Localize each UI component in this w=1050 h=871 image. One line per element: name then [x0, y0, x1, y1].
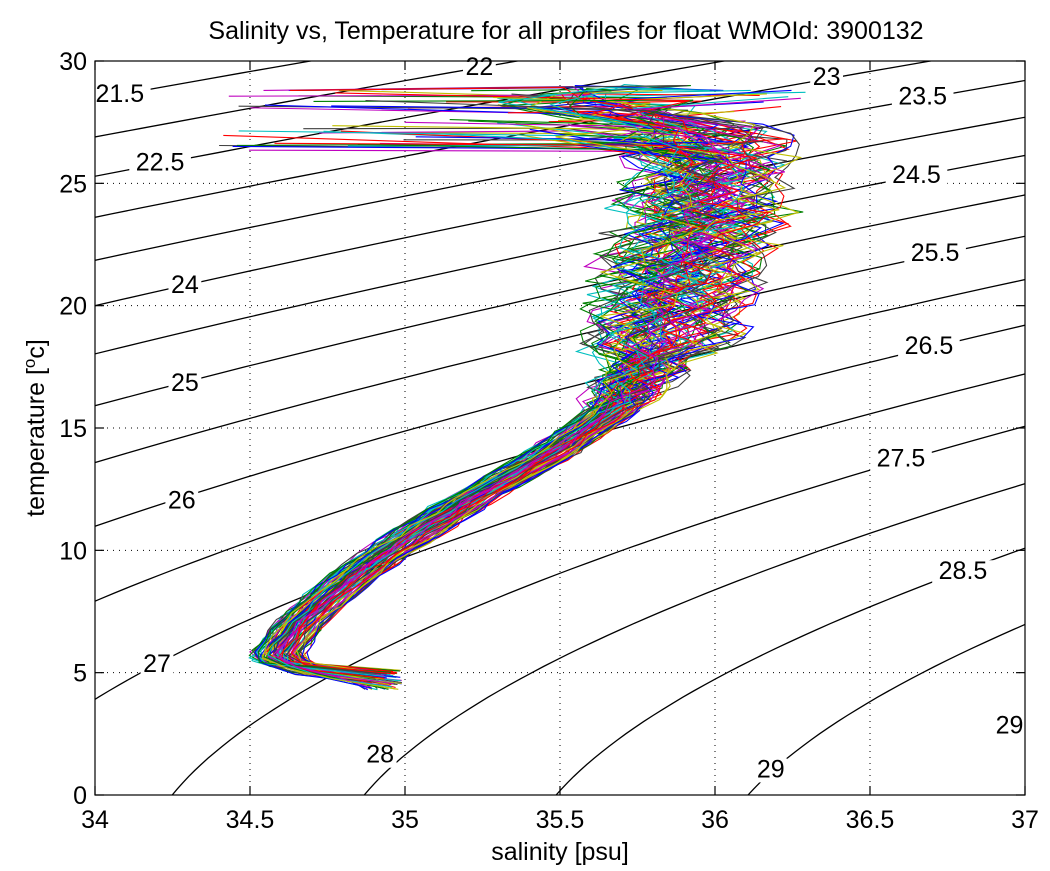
- x-tick-label: 37: [1011, 806, 1039, 834]
- isopycnal-label: 27.5: [877, 445, 926, 473]
- isopycnal-label: 23: [813, 63, 841, 91]
- chart-title: Salinity vs, Temperature for all profile…: [208, 17, 923, 45]
- isopycnal-label: 26: [168, 486, 196, 514]
- x-tick-label: 36: [701, 806, 729, 834]
- isopycnal-label: 27: [143, 650, 171, 678]
- y-tick-label: 15: [59, 415, 87, 443]
- axis-ticks: 34 34.5 35 35.5 36 36.5 37 0 5 10 15 20 25 30: [59, 48, 1039, 834]
- isopycnal-label: 21.5: [95, 80, 144, 108]
- y-axis-label-suffix: c]: [22, 339, 50, 358]
- isopycnal-label-background: [165, 489, 199, 514]
- isopycnal-label: 22: [465, 53, 493, 81]
- y-tick-label: 20: [59, 293, 87, 321]
- isopycnal-label-background: [810, 66, 843, 91]
- x-tick-label: 36.5: [846, 806, 895, 834]
- isopycnal-label-background: [168, 371, 202, 396]
- isopycnal-label: 29: [996, 711, 1024, 739]
- isopycnal-label: 28.5: [939, 557, 988, 585]
- ts-profile-line: [274, 142, 770, 675]
- isopycnal-line: [95, 79, 1025, 261]
- ts-profile-line: [257, 143, 683, 673]
- isopycnal-label: 23.5: [898, 83, 947, 111]
- isopycnal-label: 25: [171, 369, 199, 397]
- ts-profile-line: [232, 145, 762, 679]
- ts-profile-line: [254, 86, 710, 675]
- x-tick-label: 34: [81, 806, 109, 834]
- isopycnal-line: [95, 278, 1025, 527]
- isopycnal-line: [95, 235, 1025, 464]
- isopycnal-label: 25.5: [911, 239, 960, 267]
- ts-profile-line: [267, 89, 751, 688]
- isopycnal-label-background: [140, 653, 174, 678]
- x-tick-label: 35.5: [536, 806, 585, 834]
- y-axis-label-prefix: temperature [: [22, 368, 50, 517]
- isopycnal-label: 28: [366, 741, 394, 769]
- isopycnal-label-background: [89, 83, 151, 108]
- isopycnal-label: 29: [757, 755, 785, 783]
- isopycnal-label-background: [904, 242, 966, 267]
- isopycnal-label: 24.5: [892, 161, 941, 189]
- isopycnal-line: [363, 483, 1025, 795]
- x-axis-label: salinity [psu]: [491, 838, 629, 866]
- isopycnal-line: [555, 547, 1025, 795]
- temperature-salinity-profiles: [219, 83, 806, 691]
- isopycnal-label-background: [168, 273, 202, 298]
- isopycnal-label-background: [870, 447, 932, 472]
- isopycnal-line: [95, 61, 935, 218]
- isopycnal-label-background: [898, 335, 960, 360]
- ts-profile-line: [263, 85, 783, 674]
- x-tick-label: 34.5: [226, 806, 275, 834]
- y-axis-label: temperature [oc]: [20, 339, 50, 517]
- isopycnal-label: 26.5: [905, 332, 954, 360]
- y-axis-label-superscript: o: [20, 359, 39, 368]
- isopycnal-label-background: [129, 151, 191, 176]
- isopycnal-label-background: [891, 85, 954, 110]
- ts-profile-line: [286, 144, 756, 683]
- y-tick-label: 25: [59, 170, 87, 198]
- ts-profile-line: [261, 128, 702, 690]
- ts-profile-line: [277, 92, 747, 679]
- isopycnal-label-background: [754, 758, 788, 783]
- x-tick-label: 35: [391, 806, 419, 834]
- isopycnal-label-background: [363, 743, 397, 768]
- y-tick-label: 0: [73, 782, 87, 810]
- isopycnal-line: [95, 154, 1025, 355]
- ts-profile-line: [219, 144, 738, 676]
- isopycnal-label: 22.5: [136, 149, 185, 177]
- isopycnal-label-background: [932, 560, 994, 585]
- isopycnal-label-background: [885, 163, 948, 188]
- y-tick-label: 10: [59, 537, 87, 565]
- isopycnal-label-background: [993, 714, 1026, 739]
- ts-profile-line: [272, 123, 742, 688]
- y-tick-label: 5: [73, 660, 87, 688]
- isopycnal-label-background: [463, 56, 496, 81]
- isopycnal-line: [95, 324, 1025, 602]
- y-tick-label: 30: [59, 48, 87, 76]
- grid-lines: [95, 61, 1025, 795]
- isopycnal-line: [747, 623, 1025, 795]
- isopycnal-label: 24: [171, 271, 199, 299]
- ts-profile-line: [277, 97, 801, 685]
- isopycnal-labels: 21.5 22 22.5 23 23.5 24 24.5 25 25.5 26 26.5 27 27.5…: [89, 53, 1026, 783]
- ts-profile-line: [299, 100, 800, 684]
- isopycnal-line: [95, 373, 1025, 701]
